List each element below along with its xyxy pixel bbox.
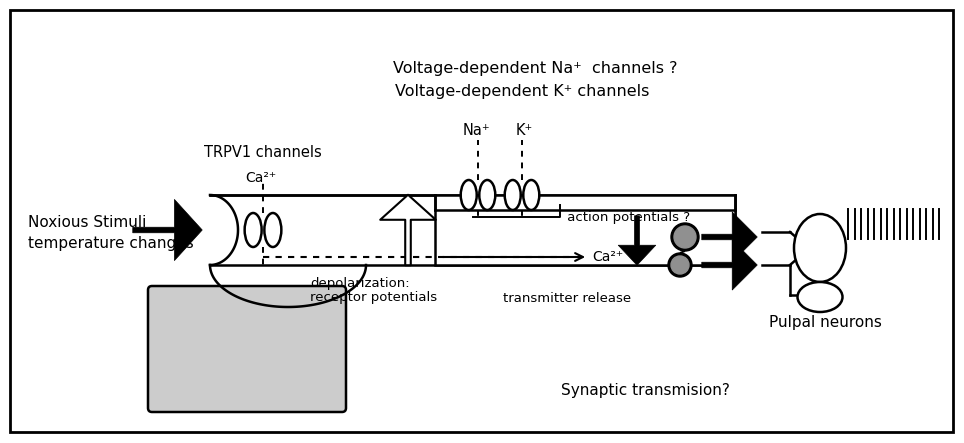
Ellipse shape (479, 180, 495, 210)
Circle shape (668, 253, 692, 277)
Ellipse shape (461, 180, 477, 210)
Text: K⁺: K⁺ (516, 123, 533, 138)
Ellipse shape (797, 282, 843, 312)
Ellipse shape (794, 214, 846, 282)
Circle shape (671, 223, 699, 251)
Text: action potentials ?: action potentials ? (563, 210, 690, 224)
Ellipse shape (505, 180, 521, 210)
Bar (435, 195, 735, 265)
Ellipse shape (523, 180, 539, 210)
FancyBboxPatch shape (148, 286, 346, 412)
Text: Synaptic transmision?: Synaptic transmision? (560, 382, 730, 397)
Text: Voltage-dependent Na⁺  channels ?: Voltage-dependent Na⁺ channels ? (392, 61, 678, 75)
Text: Ca²⁺: Ca²⁺ (246, 171, 277, 185)
Text: TRPV1 channels: TRPV1 channels (204, 145, 322, 160)
Ellipse shape (245, 213, 261, 247)
Text: depolarization:: depolarization: (310, 276, 410, 289)
Text: Noxious Stimuli: Noxious Stimuli (28, 214, 147, 229)
Text: temperature changes: temperature changes (28, 236, 194, 250)
Text: Na⁺: Na⁺ (462, 123, 490, 138)
Text: Pulpal neurons: Pulpal neurons (768, 315, 881, 330)
Text: Ca²⁺: Ca²⁺ (592, 250, 623, 264)
Text: transmitter release: transmitter release (503, 291, 631, 304)
Circle shape (671, 256, 689, 274)
Circle shape (674, 226, 696, 248)
Ellipse shape (264, 213, 281, 247)
Text: receptor potentials: receptor potentials (310, 291, 437, 304)
Text: Voltage-dependent K⁺ channels: Voltage-dependent K⁺ channels (395, 83, 649, 98)
